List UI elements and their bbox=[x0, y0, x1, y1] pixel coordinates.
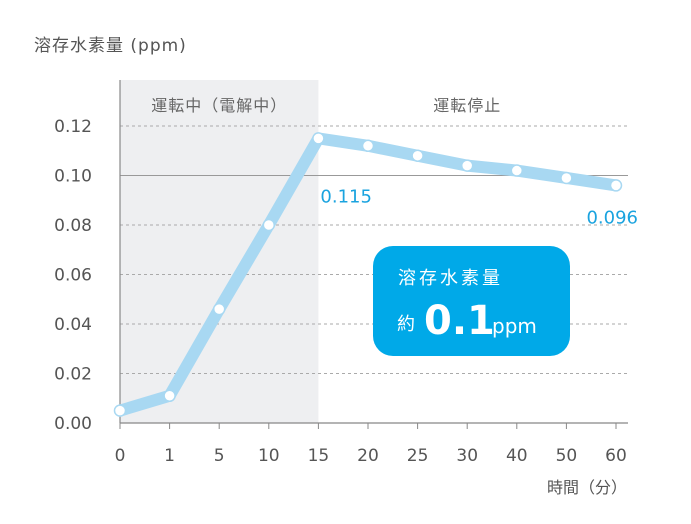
region-label-stopped: 運転停止 bbox=[433, 96, 501, 115]
callout-background bbox=[373, 246, 570, 356]
y-axis-label: 溶存水素量 (ppm) bbox=[34, 36, 187, 56]
data-point-40 bbox=[510, 164, 524, 177]
y-tick-label-0.10: 0.10 bbox=[54, 167, 92, 187]
data-point-30 bbox=[460, 159, 474, 172]
data-point-60 bbox=[609, 179, 623, 192]
x-tick-label-0: 0 bbox=[115, 446, 126, 466]
y-tick-label-0.00: 0.00 bbox=[54, 414, 92, 434]
data-point-1 bbox=[163, 389, 176, 403]
x-tick-label-1: 1 bbox=[164, 446, 175, 466]
callout-unit: ppm bbox=[492, 314, 537, 338]
x-tick-label-30: 30 bbox=[456, 446, 478, 466]
x-tick-label-60: 60 bbox=[605, 446, 627, 466]
y-tick-label-0.08: 0.08 bbox=[54, 216, 92, 236]
x-tick-label-15: 15 bbox=[308, 446, 330, 466]
callout-title: 溶存水素量 bbox=[398, 268, 503, 289]
y-tick-label-0.04: 0.04 bbox=[54, 315, 92, 335]
x-tick-label-10: 10 bbox=[258, 446, 280, 466]
data-point-25 bbox=[411, 149, 424, 162]
x-tick-label-40: 40 bbox=[506, 446, 528, 466]
data-point-10 bbox=[262, 218, 276, 232]
data-point-50 bbox=[560, 171, 573, 185]
y-tick-label-0.06: 0.06 bbox=[54, 266, 92, 286]
operating-region-shade bbox=[120, 80, 319, 423]
callout-box: 溶存水素量 約 0.1 ppm bbox=[373, 246, 570, 356]
data-point-15 bbox=[312, 132, 325, 145]
x-tick-label-20: 20 bbox=[357, 446, 379, 466]
y-tick-label-0.02: 0.02 bbox=[54, 365, 92, 385]
data-point-5 bbox=[212, 302, 226, 316]
callout-value: 0.1 bbox=[424, 298, 495, 344]
callout-prefix: 約 bbox=[397, 314, 415, 335]
x-tick-label-25: 25 bbox=[407, 446, 429, 466]
x-tick-label-50: 50 bbox=[556, 446, 578, 466]
data-point-20 bbox=[361, 139, 375, 153]
data-point-0 bbox=[113, 404, 127, 417]
x-axis-label: 時間（分） bbox=[547, 478, 627, 497]
data-label-15: 0.115 bbox=[320, 186, 372, 207]
y-tick-label-0.12: 0.12 bbox=[54, 117, 92, 137]
x-tick-label-5: 5 bbox=[214, 446, 225, 466]
region-label-operating: 運転中（電解中） bbox=[151, 96, 287, 115]
data-label-60: 0.096 bbox=[586, 207, 638, 228]
